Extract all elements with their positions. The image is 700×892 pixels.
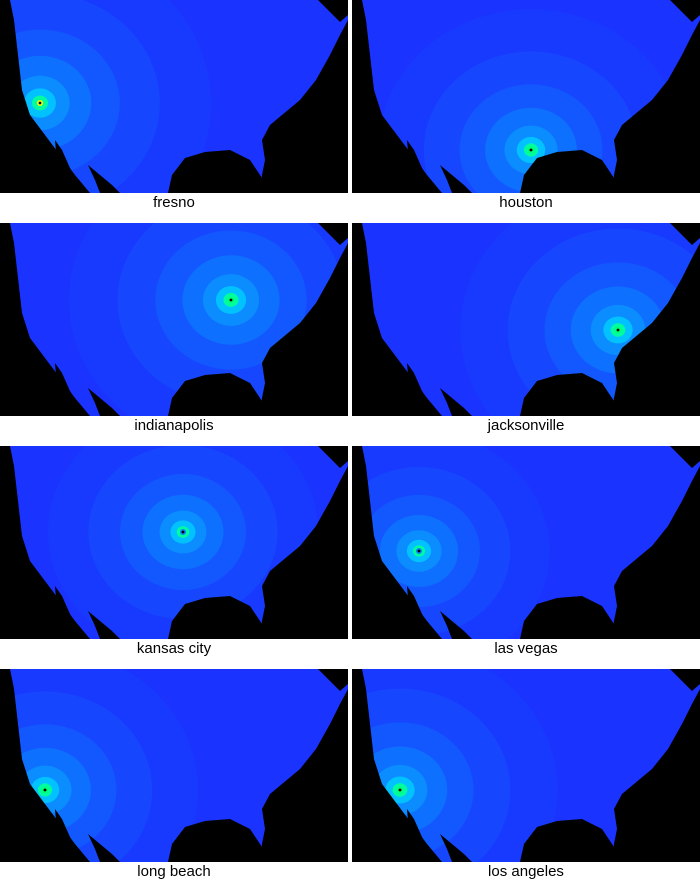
land-mask bbox=[670, 446, 700, 468]
land-mask bbox=[612, 20, 700, 193]
land-mask bbox=[0, 223, 90, 416]
land-mask bbox=[168, 819, 268, 862]
map-caption: los angeles bbox=[488, 863, 564, 880]
heatmap-svg bbox=[352, 669, 700, 862]
map-caption: kansas city bbox=[136, 640, 212, 657]
heatmap-svg bbox=[0, 446, 348, 639]
map-panel-long-beach bbox=[0, 669, 348, 862]
map-caption: long beach bbox=[137, 863, 211, 880]
land-mask bbox=[407, 809, 432, 857]
land-mask bbox=[55, 363, 80, 411]
land-mask bbox=[0, 669, 90, 862]
land-mask bbox=[88, 834, 120, 862]
land-mask bbox=[318, 446, 348, 468]
city-marker bbox=[181, 530, 185, 534]
land-mask bbox=[352, 446, 442, 639]
land-mask bbox=[352, 669, 442, 862]
land-mask bbox=[520, 596, 620, 639]
land-mask bbox=[318, 0, 348, 22]
land-mask bbox=[352, 223, 442, 416]
heatmap-svg bbox=[352, 446, 700, 639]
map-panel-los-angeles bbox=[352, 669, 700, 862]
land-mask bbox=[520, 150, 620, 193]
heatmap-svg bbox=[0, 223, 348, 416]
land-mask bbox=[260, 689, 348, 862]
land-mask bbox=[88, 165, 120, 193]
land-mask bbox=[260, 466, 348, 639]
land-mask bbox=[440, 611, 472, 639]
city-marker bbox=[398, 788, 402, 792]
map-caption: las vegas bbox=[494, 640, 558, 657]
land-mask bbox=[407, 586, 432, 634]
land-mask bbox=[55, 586, 80, 634]
land-mask bbox=[440, 834, 472, 862]
map-caption: jacksonville bbox=[487, 417, 565, 434]
heatmap-svg bbox=[352, 223, 700, 416]
city-marker bbox=[43, 788, 47, 792]
land-mask bbox=[318, 223, 348, 245]
land-mask bbox=[168, 596, 268, 639]
map-panel-kansas-city bbox=[0, 446, 348, 639]
land-mask bbox=[670, 0, 700, 22]
map-caption: houston bbox=[499, 194, 553, 211]
land-mask bbox=[520, 819, 620, 862]
land-mask bbox=[168, 373, 268, 416]
land-mask bbox=[0, 446, 90, 639]
map-panel-las-vegas bbox=[352, 446, 700, 639]
map-panel-fresno bbox=[0, 0, 348, 193]
land-mask bbox=[612, 689, 700, 862]
land-mask bbox=[318, 669, 348, 691]
map-caption: fresno bbox=[153, 194, 195, 211]
land-mask bbox=[260, 243, 348, 416]
map-caption: indianapolis bbox=[134, 417, 214, 434]
land-mask bbox=[88, 611, 120, 639]
land-mask bbox=[612, 466, 700, 639]
land-mask bbox=[670, 669, 700, 691]
city-marker bbox=[616, 328, 620, 332]
city-marker bbox=[229, 298, 233, 302]
heatmap-svg bbox=[352, 0, 700, 193]
land-mask bbox=[352, 0, 442, 193]
heatmap-svg bbox=[0, 0, 348, 193]
land-mask bbox=[440, 165, 472, 193]
land-mask bbox=[168, 150, 268, 193]
city-marker bbox=[38, 101, 42, 105]
map-panel-jacksonville bbox=[352, 223, 700, 416]
map-panel-houston bbox=[352, 0, 700, 193]
land-mask bbox=[260, 20, 348, 193]
land-mask bbox=[407, 363, 432, 411]
land-mask bbox=[520, 373, 620, 416]
city-marker bbox=[417, 549, 421, 553]
land-mask bbox=[88, 388, 120, 416]
map-panel-indianapolis bbox=[0, 223, 348, 416]
city-marker bbox=[529, 148, 533, 152]
land-mask bbox=[55, 140, 80, 188]
land-mask bbox=[612, 243, 700, 416]
land-mask bbox=[440, 388, 472, 416]
heatmap-svg bbox=[0, 669, 348, 862]
land-mask bbox=[670, 223, 700, 245]
land-mask bbox=[0, 0, 90, 193]
land-mask bbox=[55, 809, 80, 857]
land-mask bbox=[407, 140, 432, 188]
